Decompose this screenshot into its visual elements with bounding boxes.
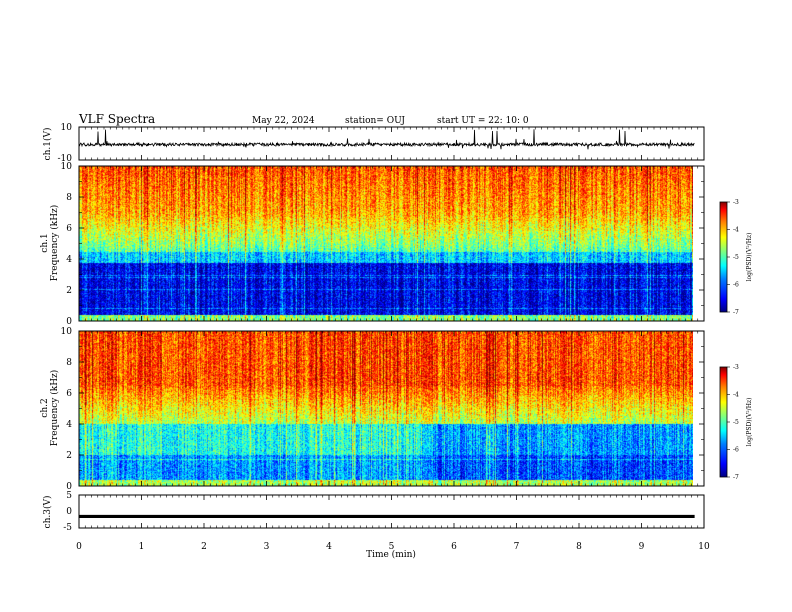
colorbar-ch1-label: log(PSD)(V²/Hz) [746,233,753,282]
colorbar-ch2-scale [719,366,728,478]
x-tick-label: 10 [698,542,710,552]
ch3-wave-ylabel: ch.3(V) [42,496,53,529]
colorbar-ch2: -3 -4 -5 -6 -7 log(PSD)(V²/Hz) [719,364,753,481]
x-tick-label: 4 [326,542,332,552]
colorbar-ch2-tick-label: -4 [733,392,739,399]
x-tick-label: 6 [451,542,457,552]
ch2-spec-ytick-label: 6 [66,389,72,399]
colorbar-ch1-tick-label: -7 [733,309,739,316]
ch1-spectrogram-image [79,166,693,321]
ch1-spectrogram-panel: 0 2 4 6 8 10 ch.1 Frequency (kHz) [40,162,705,327]
ch1-spec-ytick-label: 2 [66,286,72,296]
header-start-time: start UT = 22: 10: 0 [437,116,529,126]
ch1-spec-ytick-label: 8 [66,193,72,203]
ch1-spec-ytick-label: 6 [66,224,72,234]
colorbar-ch1-tick-label: -4 [733,227,739,234]
header-date: May 22, 2024 [252,116,315,126]
colorbar-ch1: -3 -4 -5 -6 -7 log(PSD)(V²/Hz) [719,199,753,316]
x-tick-label: 7 [514,542,520,552]
ch2-spec-ytick-label: 4 [66,420,72,430]
ch2-spec-ytick-label: 8 [66,358,72,368]
x-tick-label: 5 [389,542,395,552]
colorbar-ch2-tick-label: -7 [733,474,739,481]
ch1-spec-ylabel-frequency: Frequency (kHz) [49,205,60,282]
ch2-spec-ytick-label: 2 [66,451,72,461]
x-tick-label: 3 [264,542,270,552]
ch1-wave-series [78,129,695,150]
ch1-spec-ytick-label: 10 [61,162,73,172]
colorbar-ch1-scale [719,201,728,313]
ch2-spec-ylabel-channel: ch.2 [40,398,50,417]
colorbar-ch2-tick-label: -6 [733,447,739,454]
ch1-wave-ytick-bottom: -10 [58,154,73,164]
ch2-spec-ylabel-frequency: Frequency (kHz) [49,370,60,447]
colorbar-ch2-label: log(PSD)(V²/Hz) [746,398,753,447]
colorbar-ch2-tick-label: -5 [733,419,739,426]
ch3-wave-ytick-bottom: -5 [63,523,72,533]
x-tick-label: 8 [576,542,582,552]
colorbar-ch1-tick-label: -3 [733,199,739,206]
ch1-wave-ytick-top: 10 [61,123,73,133]
x-tick-label: 0 [76,542,82,552]
ch2-spectrogram-panel: 0 2 4 6 8 10 ch.2 Frequency (kHz) [40,327,705,492]
x-axis: 0 1 2 3 4 5 6 7 8 9 10 [76,127,710,552]
header-station: station= OUJ [345,116,405,126]
colorbar-ch2-tick-label: -3 [733,364,739,371]
ch1-wave-ylabel: ch.1(V) [42,128,53,161]
ch2-spec-ytick-label: 0 [66,482,72,492]
x-tick-label: 9 [639,542,645,552]
ch3-wave-ytick-mid: 0 [66,507,72,517]
colorbar-ch1-tick-label: -6 [733,282,739,289]
ch1-spec-ytick-label: 4 [66,255,72,265]
ch2-spec-ytick-label: 10 [61,327,73,337]
x-tick-label: 1 [139,542,145,552]
ch2-spectrogram-image [79,331,693,486]
x-tick-label: 2 [201,542,207,552]
x-axis-label: Time (min) [366,549,416,560]
figure-title: VLF Spectra [78,112,155,126]
ch1-spec-ylabel-channel: ch.1 [40,233,50,252]
ch1-spec-ytick-label: 0 [66,317,72,327]
colorbar-ch1-tick-label: -5 [733,254,739,261]
ch3-wave-ytick-top: 5 [66,491,72,501]
